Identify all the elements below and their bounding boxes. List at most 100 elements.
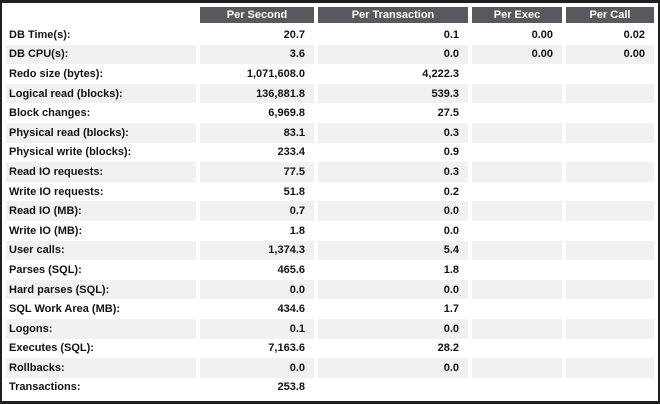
table-row: Hard parses (SQL): 0.0 0.0 xyxy=(6,279,654,300)
table-row: Logons: 0.1 0.0 xyxy=(6,318,654,339)
per-call-value xyxy=(566,64,654,84)
table-row: Logical read (blocks): 136,881.8 539.3 xyxy=(6,83,654,104)
per-call-value xyxy=(566,299,654,319)
per-transaction-value: 27.5 xyxy=(318,103,468,123)
per-exec-value xyxy=(472,260,562,280)
per-second-value: 3.6 xyxy=(200,44,314,65)
per-transaction-value: 0.0 xyxy=(318,44,468,65)
per-second-value: 233.4 xyxy=(200,142,314,163)
per-exec-value: 0.00 xyxy=(472,25,562,45)
metric-label: Write IO (MB): xyxy=(6,220,196,241)
metric-label: SQL Work Area (MB): xyxy=(6,299,196,319)
per-call-value xyxy=(566,122,654,143)
table-row: Write IO (MB): 1.8 0.0 xyxy=(6,220,654,241)
per-call-value xyxy=(566,318,654,339)
per-second-value: 77.5 xyxy=(200,162,314,182)
per-transaction-value: 4,222.3 xyxy=(318,64,468,84)
per-call-value xyxy=(566,220,654,241)
table-row: DB CPU(s): 3.6 0.0 0.00 0.00 xyxy=(6,44,654,65)
per-call-value: 0.02 xyxy=(566,25,654,45)
table-row: DB Time(s): 20.7 0.1 0.00 0.02 xyxy=(6,25,654,45)
per-call-value xyxy=(566,377,654,398)
per-second-value: 0.0 xyxy=(200,358,314,378)
per-second-value: 0.7 xyxy=(200,201,314,221)
metric-label: Logical read (blocks): xyxy=(6,83,196,104)
per-exec-value xyxy=(472,279,562,300)
per-transaction-value: 28.2 xyxy=(318,338,468,359)
metric-label: Read IO (MB): xyxy=(6,201,196,221)
per-call-value xyxy=(566,201,654,221)
column-header-per-call: Per Call xyxy=(566,7,654,25)
per-transaction-value: 1.7 xyxy=(318,299,468,319)
table-row: Parses (SQL): 465.6 1.8 xyxy=(6,260,654,280)
per-call-value: 0.00 xyxy=(566,44,654,65)
metric-label: Physical read (blocks): xyxy=(6,122,196,143)
metric-label: Redo size (bytes): xyxy=(6,64,196,84)
metric-label: Hard parses (SQL): xyxy=(6,279,196,300)
per-call-value xyxy=(566,260,654,280)
per-exec-value xyxy=(472,358,562,378)
per-transaction-value: 0.0 xyxy=(318,201,468,221)
metric-label: DB Time(s): xyxy=(6,25,196,45)
per-exec-value xyxy=(472,220,562,241)
per-exec-value xyxy=(472,83,562,104)
per-second-value: 253.8 xyxy=(200,377,314,398)
per-transaction-value: 0.1 xyxy=(318,25,468,45)
per-exec-value xyxy=(472,64,562,84)
column-header-per-exec: Per Exec xyxy=(472,7,562,25)
per-exec-value xyxy=(472,122,562,143)
table-row: Executes (SQL): 7,163.6 28.2 xyxy=(6,338,654,359)
per-call-value xyxy=(566,142,654,163)
per-transaction-value: 0.9 xyxy=(318,142,468,163)
per-exec-value xyxy=(472,338,562,359)
metric-column-header xyxy=(6,7,196,25)
column-header-per-transaction: Per Transaction xyxy=(318,7,468,25)
per-second-value: 7,163.6 xyxy=(200,338,314,359)
per-second-value: 0.1 xyxy=(200,318,314,339)
per-exec-value xyxy=(472,377,562,398)
table-row: SQL Work Area (MB): 434.6 1.7 xyxy=(6,299,654,319)
per-exec-value: 0.00 xyxy=(472,44,562,65)
table-row: Block changes: 6,969.8 27.5 xyxy=(6,103,654,123)
metric-label: Physical write (blocks): xyxy=(6,142,196,163)
per-second-value: 434.6 xyxy=(200,299,314,319)
table-row: Rollbacks: 0.0 0.0 xyxy=(6,358,654,378)
per-transaction-value: 0.0 xyxy=(318,220,468,241)
metric-label: Executes (SQL): xyxy=(6,338,196,359)
table-row: Read IO (MB): 0.7 0.0 xyxy=(6,201,654,221)
per-exec-value xyxy=(472,201,562,221)
per-transaction-value: 539.3 xyxy=(318,83,468,104)
metric-label: DB CPU(s): xyxy=(6,44,196,65)
table-row: Physical write (blocks): 233.4 0.9 xyxy=(6,142,654,163)
per-transaction-value xyxy=(318,377,468,398)
table-row: User calls: 1,374.3 5.4 xyxy=(6,240,654,261)
per-call-value xyxy=(566,162,654,182)
table-row: Read IO requests: 77.5 0.3 xyxy=(6,162,654,182)
per-call-value xyxy=(566,181,654,202)
metric-label: Rollbacks: xyxy=(6,358,196,378)
header-row: Per Second Per Transaction Per Exec Per … xyxy=(6,7,654,25)
per-call-value xyxy=(566,83,654,104)
per-transaction-value: 0.0 xyxy=(318,358,468,378)
metric-label: Parses (SQL): xyxy=(6,260,196,280)
per-call-value xyxy=(566,338,654,359)
per-call-value xyxy=(566,103,654,123)
table-row: Physical read (blocks): 83.1 0.3 xyxy=(6,122,654,143)
per-second-value: 6,969.8 xyxy=(200,103,314,123)
per-exec-value xyxy=(472,162,562,182)
table-row: Redo size (bytes): 1,071,608.0 4,222.3 xyxy=(6,64,654,84)
per-call-value xyxy=(566,240,654,261)
metric-label: Transactions: xyxy=(6,377,196,398)
per-transaction-value: 0.3 xyxy=(318,122,468,143)
metric-label: Read IO requests: xyxy=(6,162,196,182)
per-exec-value xyxy=(472,299,562,319)
metric-label: Write IO requests: xyxy=(6,181,196,202)
per-exec-value xyxy=(472,142,562,163)
per-exec-value xyxy=(472,318,562,339)
per-exec-value xyxy=(472,103,562,123)
per-second-value: 136,881.8 xyxy=(200,83,314,104)
per-transaction-value: 0.3 xyxy=(318,162,468,182)
per-second-value: 1,071,608.0 xyxy=(200,64,314,84)
per-exec-value xyxy=(472,181,562,202)
